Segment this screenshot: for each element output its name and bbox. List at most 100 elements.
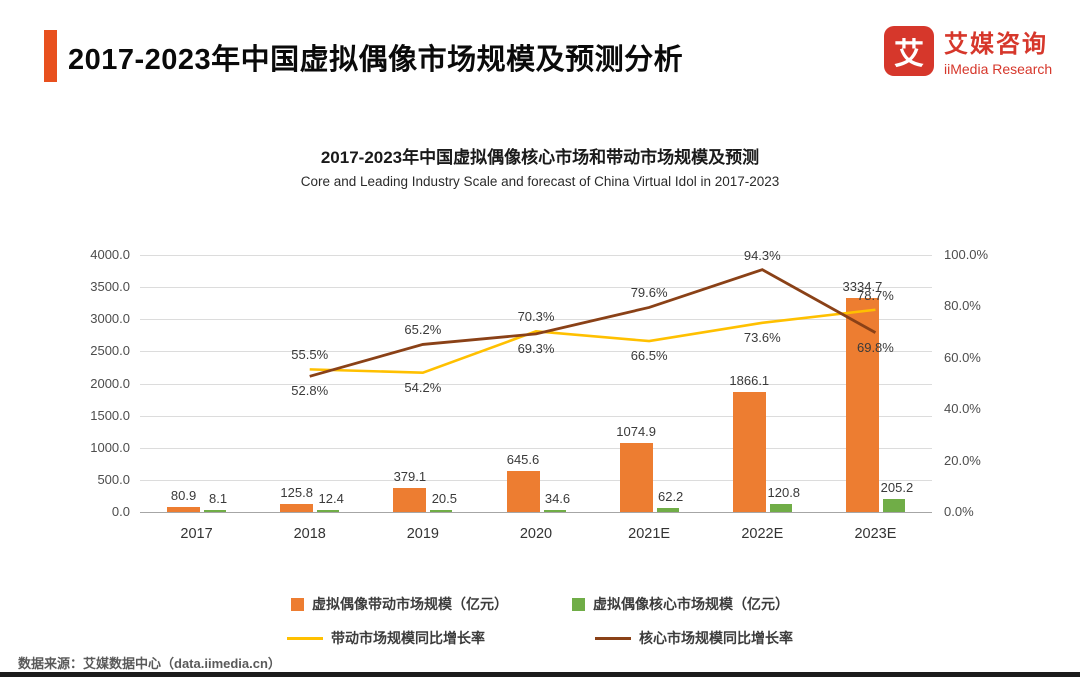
logo-glyph: 艾: [894, 37, 924, 71]
bar-leading-market-2023E: [845, 297, 879, 512]
left-axis-tick: 1500.0: [90, 407, 130, 423]
legend-label-core-market: 虚拟偶像核心市场规模（亿元）: [593, 596, 789, 612]
right-axis-tick: 80.0%: [944, 298, 981, 314]
legend-swatch-brown-line: [595, 636, 631, 640]
brand-logo: 艾 艾媒咨询 iiMedia Research: [884, 24, 1052, 77]
bar-label-core-2017: 8.1: [209, 491, 228, 506]
bar-label-leading-2022E: 1866.1: [729, 373, 770, 389]
x-axis-category: 2019: [406, 526, 439, 542]
growth-label-core-2020: 69.3%: [517, 340, 555, 356]
bar-leading-market-2019: [393, 487, 427, 512]
gridline: [140, 447, 932, 449]
x-axis-category: 2022E: [741, 526, 784, 542]
chart-title-cn: 2017-2023年中国虚拟偶像核心市场和带动市场规模及预测: [320, 148, 760, 167]
legend-label-leading-growth: 带动市场规模同比增长率: [331, 630, 485, 646]
legend-item-core-market-bar: 虚拟偶像核心市场规模（亿元）: [572, 594, 789, 614]
bar-label-leading-2018: 125.8: [280, 484, 313, 500]
legend-item-core-growth-line: 核心市场规模同比增长率: [595, 628, 793, 648]
left-axis-tick: 3000.0: [90, 311, 130, 327]
growth-label-leading-2021E: 66.5%: [630, 348, 668, 364]
right-axis-tick: 100.0%: [944, 247, 989, 262]
brand-name-cn: 艾媒咨询: [944, 31, 1048, 58]
growth-label-leading-2023E: 78.7%: [856, 287, 894, 303]
growth-label-leading-2020: 70.3%: [517, 309, 555, 325]
gridline: [140, 319, 932, 321]
bar-core-market-2023E: [882, 498, 905, 512]
x-axis-category: 2023E: [854, 526, 897, 542]
gridline: [140, 255, 932, 256]
legend-swatch-green-square: [572, 597, 585, 611]
growth-label-leading-2022E: 73.6%: [743, 329, 781, 345]
legend-item-leading-growth-line: 带动市场规模同比增长率: [287, 628, 485, 648]
left-axis-tick: 3500.0: [90, 279, 130, 295]
legend-swatch-yellow-line: [287, 636, 323, 640]
page-title: 2017-2023年中国虚拟偶像市场规模及预测分析: [68, 44, 684, 76]
gridline: [140, 351, 932, 353]
right-axis-tick: 40.0%: [944, 401, 981, 417]
growth-label-leading-2019: 54.2%: [404, 379, 442, 395]
x-axis-category: 2018: [293, 526, 326, 542]
legend-bars: 虚拟偶像带动市场规模（亿元） 虚拟偶像核心市场规模（亿元）: [0, 594, 1080, 614]
right-axis-tick: 20.0%: [944, 452, 981, 468]
bar-label-core-2018: 12.4: [318, 491, 344, 506]
growth-label-core-2019: 65.2%: [404, 322, 442, 338]
bar-core-market-2018: [317, 510, 340, 512]
bar-label-leading-2020: 645.6: [506, 451, 540, 467]
bar-core-market-2022E: [769, 504, 792, 512]
bar-label-core-2019: 20.5: [431, 491, 457, 506]
gridline: [140, 287, 932, 289]
growth-label-core-2022E: 94.3%: [743, 247, 781, 263]
brand-text: 艾媒咨询 iiMedia Research: [944, 24, 1052, 77]
bar-core-market-2019: [430, 510, 453, 512]
bar-label-core-2020: 34.6: [544, 490, 571, 506]
legend-swatch-orange-square: [291, 597, 304, 611]
bar-label-core-2021E: 62.2: [657, 489, 684, 504]
bar-label-leading-2021E: 1074.9: [616, 423, 657, 439]
legend-label-leading-market: 虚拟偶像带动市场规模（亿元）: [312, 596, 508, 612]
gridline: [140, 383, 932, 385]
bar-label-leading-2017: 80.9: [170, 487, 197, 503]
bar-label-core-2023E: 205.2: [880, 479, 914, 495]
bar-leading-market-2022E: [732, 392, 766, 512]
x-axis-category: 2020: [519, 526, 553, 542]
left-axis-tick: 500.0: [97, 471, 130, 487]
legend-item-leading-market-bar: 虚拟偶像带动市场规模（亿元）: [291, 594, 508, 614]
title-accent-bar: [44, 30, 57, 82]
chart-title-en: Core and Leading Industry Scale and fore…: [300, 174, 780, 189]
bar-core-market-2021E: [656, 508, 679, 512]
legend-lines: 带动市场规模同比增长率 核心市场规模同比增长率: [0, 628, 1080, 648]
left-axis-tick: 1000.0: [90, 439, 130, 455]
bar-leading-market-2020: [506, 470, 540, 512]
left-axis-tick: 4000.0: [90, 247, 130, 262]
bar-leading-market-2021E: [619, 442, 653, 512]
bar-label-leading-2019: 379.1: [393, 468, 427, 484]
bar-core-market-2020: [543, 509, 566, 512]
brand-name-en: iiMedia Research: [944, 61, 1053, 77]
bar-core-market-2017: [204, 510, 227, 512]
bar-leading-market-2017: [167, 506, 201, 512]
growth-label-core-2023E: 69.8%: [856, 339, 894, 355]
leading-growth-line: [309, 308, 876, 375]
iimedia-logo-icon: 艾: [884, 25, 934, 76]
left-axis-tick: 2500.0: [90, 343, 130, 359]
bar-leading-market-2018: [280, 503, 314, 512]
bottom-bar: [0, 672, 1080, 677]
left-axis-tick: 0.0: [111, 504, 130, 519]
gridline: [140, 415, 932, 417]
data-source: 数据来源：艾媒数据中心（data.iimedia.cn）: [18, 656, 281, 671]
bar-label-core-2022E: 120.8: [767, 485, 801, 501]
growth-label-leading-2018: 55.5%: [291, 347, 329, 363]
growth-label-core-2021E: 79.6%: [630, 285, 668, 301]
right-axis-tick: 60.0%: [944, 349, 981, 365]
x-axis-category: 2021E: [628, 526, 671, 542]
core-growth-line: [309, 268, 877, 378]
growth-label-core-2018: 52.8%: [291, 383, 329, 399]
legend-label-core-growth: 核心市场规模同比增长率: [639, 630, 793, 646]
right-axis-tick: 0.0%: [944, 504, 974, 519]
growth-lines-layer: [309, 268, 877, 378]
x-axis-category: 2017: [180, 526, 213, 542]
left-axis-tick: 2000.0: [90, 375, 130, 391]
x-axis-line: [140, 512, 932, 513]
bar-label-leading-2023E: 3334.7: [842, 278, 883, 294]
